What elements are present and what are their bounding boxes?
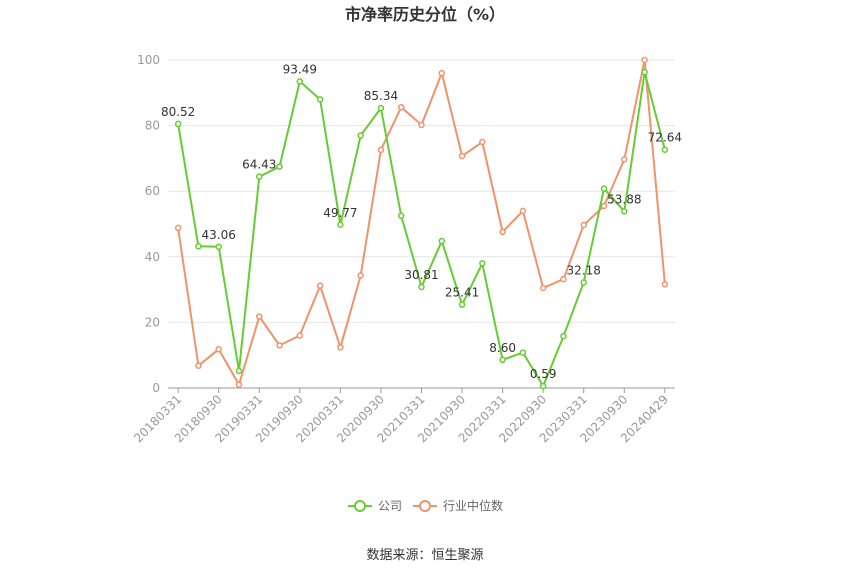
data-point bbox=[539, 382, 547, 390]
y-tick-label: 80 bbox=[145, 119, 160, 133]
data-point bbox=[174, 224, 182, 232]
data-point bbox=[499, 356, 506, 364]
data-point bbox=[499, 228, 506, 236]
data-point bbox=[458, 152, 466, 160]
data-label: 53.88 bbox=[607, 192, 641, 206]
data-label: 25.41 bbox=[445, 286, 479, 300]
data-point bbox=[195, 362, 202, 369]
data-point bbox=[458, 301, 466, 308]
data-point bbox=[580, 221, 587, 229]
company-line bbox=[177, 71, 666, 388]
y-tick-label: 0 bbox=[152, 381, 160, 395]
data-label: 80.52 bbox=[161, 105, 195, 119]
data-point bbox=[621, 208, 628, 215]
data-point bbox=[276, 342, 283, 349]
data-point bbox=[519, 207, 527, 215]
data-label: 30.81 bbox=[404, 268, 438, 282]
data-point bbox=[316, 282, 324, 289]
series-group bbox=[174, 56, 669, 390]
series-company bbox=[174, 68, 669, 390]
data-label: 93.49 bbox=[283, 62, 317, 76]
legend-company-marker bbox=[354, 500, 366, 512]
data-point bbox=[397, 103, 405, 111]
legend-item-industry[interactable]: 行业中位数 bbox=[413, 498, 503, 513]
data-point bbox=[256, 173, 263, 180]
data-point bbox=[641, 68, 648, 76]
data-point bbox=[316, 96, 324, 103]
data-point bbox=[519, 349, 527, 356]
data-point bbox=[357, 132, 364, 139]
legend-company-label: 公司 bbox=[378, 499, 402, 513]
axes: 0204060801002018033120180930201903312019… bbox=[131, 53, 675, 445]
data-point bbox=[418, 121, 425, 129]
data-point bbox=[560, 275, 567, 283]
data-label: 0.59 bbox=[530, 367, 557, 381]
data-point bbox=[337, 344, 344, 351]
data-point bbox=[539, 284, 547, 292]
data-point bbox=[397, 212, 405, 220]
data-point bbox=[661, 146, 669, 153]
data-point bbox=[479, 138, 486, 146]
data-point bbox=[377, 104, 385, 112]
data-label: 85.34 bbox=[364, 89, 398, 103]
data-point bbox=[337, 221, 344, 229]
data-point bbox=[235, 367, 243, 375]
legend-item-company[interactable]: 公司 bbox=[348, 499, 402, 513]
y-tick-label: 20 bbox=[145, 315, 160, 329]
data-point bbox=[256, 313, 263, 320]
data-point bbox=[438, 69, 446, 77]
legend-industry-marker bbox=[419, 500, 431, 512]
data-label: 43.06 bbox=[202, 228, 236, 242]
grid bbox=[168, 59, 675, 323]
data-label: 32.18 bbox=[567, 263, 601, 277]
data-point bbox=[560, 332, 567, 340]
data-point bbox=[215, 346, 222, 353]
y-tick-label: 60 bbox=[145, 184, 160, 198]
y-tick-label: 40 bbox=[145, 250, 160, 264]
data-point bbox=[600, 202, 608, 210]
data-point bbox=[215, 243, 222, 251]
data-point bbox=[296, 78, 304, 85]
industry-line bbox=[177, 59, 666, 386]
data-point bbox=[600, 185, 608, 192]
data-labels: 80.52 43.06 64.43 93.49 49.77 85.34 30.81 25.41… bbox=[161, 62, 682, 381]
data-point bbox=[174, 120, 182, 128]
series-industry bbox=[174, 56, 669, 388]
data-label: 8.60 bbox=[489, 341, 516, 355]
data-point bbox=[621, 156, 628, 163]
data-point bbox=[661, 281, 669, 288]
data-point bbox=[418, 283, 425, 291]
legend-industry-label: 行业中位数 bbox=[443, 498, 503, 513]
data-point bbox=[276, 163, 283, 170]
data-point bbox=[580, 279, 587, 286]
y-tick-label: 100 bbox=[137, 53, 160, 67]
data-point bbox=[357, 272, 364, 279]
data-point bbox=[377, 146, 385, 154]
data-point bbox=[479, 260, 486, 267]
data-point bbox=[195, 243, 202, 250]
data-point bbox=[296, 332, 304, 339]
legend[interactable]: 公司 行业中位数 bbox=[348, 498, 503, 513]
data-point bbox=[438, 237, 446, 245]
data-label: 64.43 bbox=[242, 158, 276, 172]
data-point bbox=[235, 381, 243, 388]
data-source: 数据来源：恒生聚源 bbox=[366, 548, 483, 563]
data-label: 49.77 bbox=[323, 206, 357, 220]
data-point bbox=[641, 56, 648, 64]
data-label: 72.64 bbox=[648, 131, 682, 145]
chart-title: 市净率历史分位（%） bbox=[345, 5, 505, 24]
